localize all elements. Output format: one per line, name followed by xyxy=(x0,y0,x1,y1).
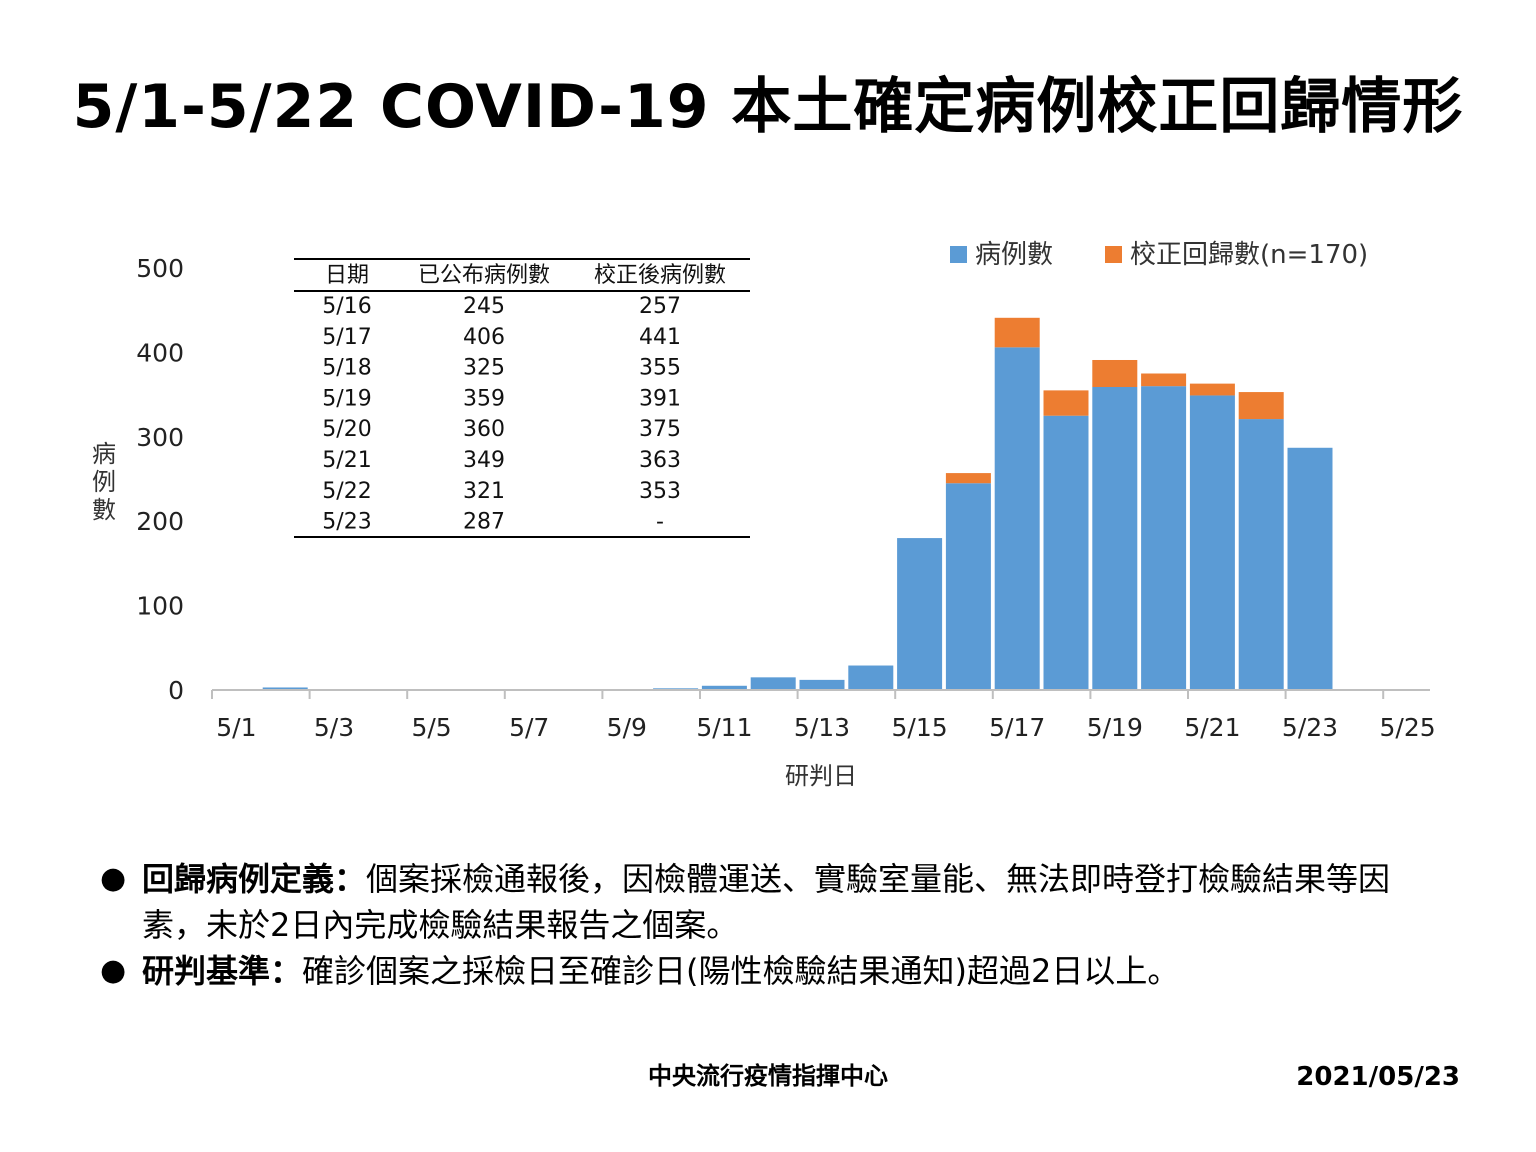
x-tick-label: 5/23 xyxy=(1282,713,1338,742)
y-tick-label: 0 xyxy=(168,676,184,705)
footer-date: 2021/05/23 xyxy=(1296,1062,1460,1092)
y-axis-title-char: 病 xyxy=(92,440,116,468)
bar-backlog xyxy=(1189,383,1235,396)
bullet-icon: ● xyxy=(100,861,127,896)
bar-backlog xyxy=(1092,359,1138,388)
data-table: 日期 已公布病例數 校正後病例數 5/16 245 257 5/17 406 441 5/18 32… xyxy=(294,258,750,538)
x-tick-label: 5/9 xyxy=(607,713,647,742)
bar-cases xyxy=(1092,387,1138,690)
note-heading: 回歸病例定義： xyxy=(142,860,367,898)
x-tick-label: 5/11 xyxy=(696,713,752,742)
table-header: 日期 xyxy=(325,263,369,288)
table-cell: 359 xyxy=(463,386,505,411)
bar-cases xyxy=(1189,395,1235,690)
y-tick-label: 300 xyxy=(136,423,184,452)
bar-backlog xyxy=(994,317,1040,348)
y-axis-title: 病例數 xyxy=(92,440,116,524)
bar-cases xyxy=(1238,419,1284,690)
table-header: 校正後病例數 xyxy=(594,263,726,288)
table-cell: 349 xyxy=(463,448,505,473)
x-tick-label: 5/21 xyxy=(1184,713,1240,742)
bar-backlog xyxy=(1141,373,1187,387)
table-cell: 363 xyxy=(639,448,681,473)
legend-swatch xyxy=(1105,246,1122,263)
table-cell: 5/20 xyxy=(322,417,371,442)
notes: ● 回歸病例定義：個案採檢通報後，因檢體運送、實驗室量能、無法即時登打檢驗結果等… xyxy=(100,856,1440,994)
note-heading: 研判基準： xyxy=(142,952,303,990)
bar-cases xyxy=(945,483,991,690)
bar-backlog xyxy=(1238,392,1284,420)
y-tick-label: 500 xyxy=(136,254,184,283)
page-title: 5/1-5/22 COVID-19 本土確定病例校正回歸情形 xyxy=(72,72,1464,142)
table-cell: 5/16 xyxy=(322,294,371,319)
x-tick-label: 5/5 xyxy=(411,713,451,742)
y-axis-title-char: 例 xyxy=(92,468,116,496)
table-cell: 391 xyxy=(639,386,681,411)
bar-cases xyxy=(701,685,747,690)
note-definition: ● 回歸病例定義：個案採檢通報後，因檢體運送、實驗室量能、無法即時登打檢驗結果等… xyxy=(100,856,1440,948)
table-cell: 360 xyxy=(463,417,505,442)
bar-cases xyxy=(897,538,943,690)
x-tick-label: 5/25 xyxy=(1380,713,1436,742)
legend: 病例數 校正回歸數(n=170) xyxy=(950,240,1368,270)
note-body: 確診個案之採檢日至確診日(陽性檢驗結果通知)超過2日以上。 xyxy=(302,952,1180,990)
table-cell: 355 xyxy=(639,356,681,381)
table-cell: 5/21 xyxy=(322,448,371,473)
x-tick-label: 5/17 xyxy=(989,713,1045,742)
note-criteria: ● 研判基準：確診個案之採檢日至確診日(陽性檢驗結果通知)超過2日以上。 xyxy=(100,948,1440,994)
legend-swatch xyxy=(950,246,967,263)
bullet-icon: ● xyxy=(100,953,127,988)
table-cell: 245 xyxy=(463,294,505,319)
footer-organization: 中央流行疫情指揮中心 xyxy=(648,1062,888,1090)
table-cell: 321 xyxy=(463,479,505,504)
table-cell: 406 xyxy=(463,325,505,350)
table-cell: 5/19 xyxy=(322,386,371,411)
bar-backlog xyxy=(1043,390,1089,416)
table-cell: 375 xyxy=(639,417,681,442)
table-cell: 5/18 xyxy=(322,356,371,381)
note-body: 個案採檢通報後，因檢體運送、實驗室量能、無法即時登打檢驗結果等因素，未於2日內完… xyxy=(142,860,1391,944)
bar-cases xyxy=(848,665,894,690)
bar-cases xyxy=(1141,386,1187,690)
table-cell: 353 xyxy=(639,479,681,504)
bar-backlog xyxy=(945,473,991,484)
bar-cases xyxy=(994,347,1040,690)
x-axis: 5/1 5/3 5/5 5/7 5/9 5/11 5/13 5/15 5/17 5/19 5/21 5… xyxy=(211,690,1436,742)
y-axis: 0 100 200 300 400 500 xyxy=(136,254,184,705)
table-header: 已公布病例數 xyxy=(418,263,550,288)
bar-cases xyxy=(799,679,845,690)
x-tick-label: 5/1 xyxy=(216,713,256,742)
table-cell: - xyxy=(656,510,664,535)
x-tick-label: 5/13 xyxy=(794,713,850,742)
bars xyxy=(262,317,1333,690)
table-cell: 325 xyxy=(463,356,505,381)
bar-cases xyxy=(262,687,308,690)
table-cell: 257 xyxy=(639,294,681,319)
legend-label: 校正回歸數(n=170) xyxy=(1130,240,1368,270)
x-tick-label: 5/7 xyxy=(509,713,549,742)
bar-cases xyxy=(1287,447,1333,690)
table-cell: 287 xyxy=(463,510,505,535)
x-tick-label: 5/3 xyxy=(314,713,354,742)
bar-cases xyxy=(1043,415,1089,690)
stacked-bar-chart: 0 100 200 300 400 500 5/1 5/3 5/5 5/7 5/9 5/11 5/13… xyxy=(92,240,1436,790)
y-tick-label: 400 xyxy=(136,338,184,367)
x-tick-label: 5/15 xyxy=(892,713,948,742)
bar-cases xyxy=(750,677,796,690)
x-axis-title: 研判日 xyxy=(785,762,857,790)
x-tick-label: 5/19 xyxy=(1087,713,1143,742)
y-tick-label: 200 xyxy=(136,507,184,536)
table-cell: 441 xyxy=(639,325,681,350)
table-cell: 5/23 xyxy=(322,510,371,535)
y-tick-label: 100 xyxy=(136,592,184,621)
legend-label: 病例數 xyxy=(975,240,1053,270)
y-axis-title-char: 數 xyxy=(92,496,116,524)
table-cell: 5/22 xyxy=(322,479,371,504)
table-cell: 5/17 xyxy=(322,325,371,350)
